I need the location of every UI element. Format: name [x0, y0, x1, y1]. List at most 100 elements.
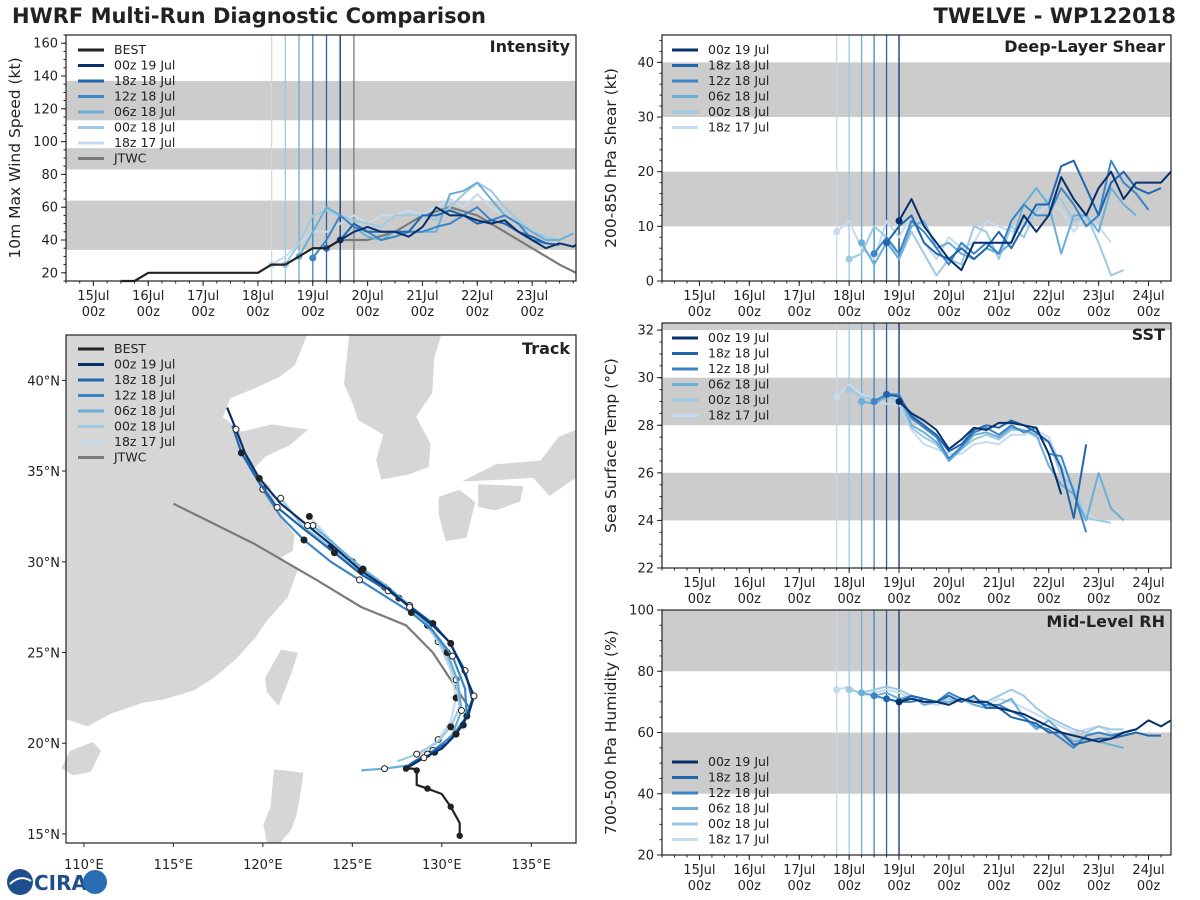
track-legend-label: 18z 18 Jul — [114, 372, 175, 387]
x-tick-label-hour: 00z — [1037, 879, 1061, 894]
series-start-marker — [895, 698, 903, 706]
track-legend-label: 18z 17 Jul — [114, 434, 175, 449]
x-tick-label-date: 21Jul — [983, 576, 1015, 591]
x-tick-label-hour: 00z — [887, 879, 911, 894]
threshold-band — [662, 62, 1171, 117]
best-line — [120, 239, 341, 283]
series-start-marker — [883, 390, 891, 398]
jtwc-line — [340, 206, 577, 274]
lat-tick-label: 40°N — [27, 374, 60, 389]
x-tick-label-hour: 00z — [1137, 592, 1161, 607]
axes-frame — [661, 34, 1172, 282]
track-position-marker — [447, 639, 455, 647]
shear-legend-label: 00z 19 Jul — [708, 42, 769, 57]
cira-logo: CIRA — [7, 869, 107, 895]
y-axis-label: 700-500 hPa Humidity (%) — [602, 630, 620, 835]
x-tick-label-hour: 00z — [1137, 305, 1161, 320]
x-tick-label-date: 23Jul — [1083, 289, 1115, 304]
series-line — [898, 400, 1063, 495]
axes-frame — [661, 322, 1172, 569]
x-tick-label-date: 19Jul — [883, 863, 915, 878]
lon-tick-label: 120°E — [243, 858, 283, 873]
series-start-marker — [883, 239, 891, 247]
track-position-marker — [470, 692, 478, 700]
track-legend-label: BEST — [114, 341, 146, 356]
x-tick-label-date: 23Jul — [1083, 863, 1115, 878]
shear-legend-label: 06z 18 Jul — [708, 89, 769, 104]
y-tick-label: 26 — [637, 466, 654, 481]
x-tick-label-hour: 00z — [356, 305, 380, 320]
shear-legend-label: 00z 18 Jul — [708, 104, 769, 119]
threshold-band — [66, 148, 576, 170]
x-tick-label-date: 18Jul — [833, 576, 865, 591]
rh-legend-label: 06z 18 Jul — [708, 801, 769, 816]
logo-swoosh-icon — [9, 877, 32, 885]
track-legend-label: 00z 19 Jul — [114, 357, 175, 372]
series-line — [861, 393, 1125, 522]
track-legend-label: JTWC — [113, 450, 147, 465]
lat-tick-label: 25°N — [27, 647, 60, 662]
x-tick-label-hour: 00z — [887, 305, 911, 320]
land-taiwan — [264, 648, 300, 708]
y-tick-label: 30 — [637, 111, 654, 126]
panel-title: Mid-Level RH — [1046, 612, 1165, 631]
rh-legend-label: 18z 17 Jul — [708, 832, 769, 847]
y-tick-label: 24 — [637, 514, 654, 529]
x-tick-label-hour: 00z — [520, 305, 544, 320]
sst-legend-label: 18z 17 Jul — [708, 408, 769, 423]
best-position-marker — [424, 785, 431, 792]
x-tick-label-date: 24Jul — [1132, 863, 1164, 878]
track-position-marker — [305, 512, 313, 520]
track-position-marker — [232, 425, 240, 433]
x-tick-label-hour: 00z — [937, 592, 961, 607]
threshold-band — [662, 472, 1171, 521]
land-hainan — [59, 740, 103, 777]
track-position-marker — [357, 567, 365, 575]
x-tick-label-date: 19Jul — [297, 289, 329, 304]
map-frame — [65, 334, 577, 844]
y-tick-label: 20 — [637, 165, 654, 180]
rh-legend-label: 12z 18 Jul — [708, 785, 769, 800]
y-axis-label: 10m Max Wind Speed (kt) — [6, 57, 24, 258]
x-tick-label-date: 21Jul — [983, 289, 1015, 304]
logo-globe-icon — [7, 869, 33, 895]
panel-title: SST — [1132, 325, 1165, 344]
track-position-marker — [277, 494, 285, 502]
shear-legend-label: 12z 18 Jul — [708, 73, 769, 88]
x-tick-label-hour: 00z — [837, 879, 861, 894]
sst-legend-label: 06z 18 Jul — [708, 377, 769, 392]
track-position-marker — [381, 765, 389, 773]
x-tick-label-date: 19Jul — [883, 289, 915, 304]
track-position-marker — [406, 603, 414, 611]
x-tick-label-date: 16Jul — [132, 289, 164, 304]
lat-tick-label: 15°N — [27, 828, 60, 843]
panel-title: Deep-Layer Shear — [1004, 37, 1165, 56]
track-position-marker — [304, 522, 312, 529]
x-tick-label-hour: 00z — [688, 592, 712, 607]
panel-title: Track — [522, 339, 570, 358]
x-tick-label-date: 17Jul — [783, 289, 815, 304]
y-tick-label: 160 — [33, 37, 58, 52]
y-tick-label: 40 — [637, 787, 654, 802]
lat-tick-label: 30°N — [27, 556, 60, 571]
intensity-legend-label: JTWC — [113, 151, 147, 166]
x-tick-label-date: 17Jul — [187, 289, 219, 304]
y-tick-label: 10 — [637, 220, 654, 235]
x-tick-label-date: 20Jul — [933, 576, 965, 591]
y-tick-label: 100 — [629, 604, 654, 619]
best-position-marker — [447, 803, 454, 810]
series-start-marker — [845, 686, 853, 694]
lat-tick-label: 35°N — [27, 465, 60, 480]
x-tick-label-date: 17Jul — [783, 863, 815, 878]
intensity-legend-label: 18z 17 Jul — [114, 135, 175, 150]
series-line — [861, 691, 1124, 749]
x-tick-label-hour: 00z — [301, 305, 325, 320]
series-start-marker — [309, 254, 317, 262]
track-position-marker — [330, 549, 338, 557]
y-tick-label: 60 — [637, 726, 654, 741]
series-start-marker — [883, 695, 891, 703]
rh-legend-label: 00z 18 Jul — [708, 816, 769, 831]
x-tick-label-hour: 00z — [738, 305, 762, 320]
best-position-marker — [456, 832, 463, 839]
x-tick-label-date: 22Jul — [1033, 576, 1065, 591]
